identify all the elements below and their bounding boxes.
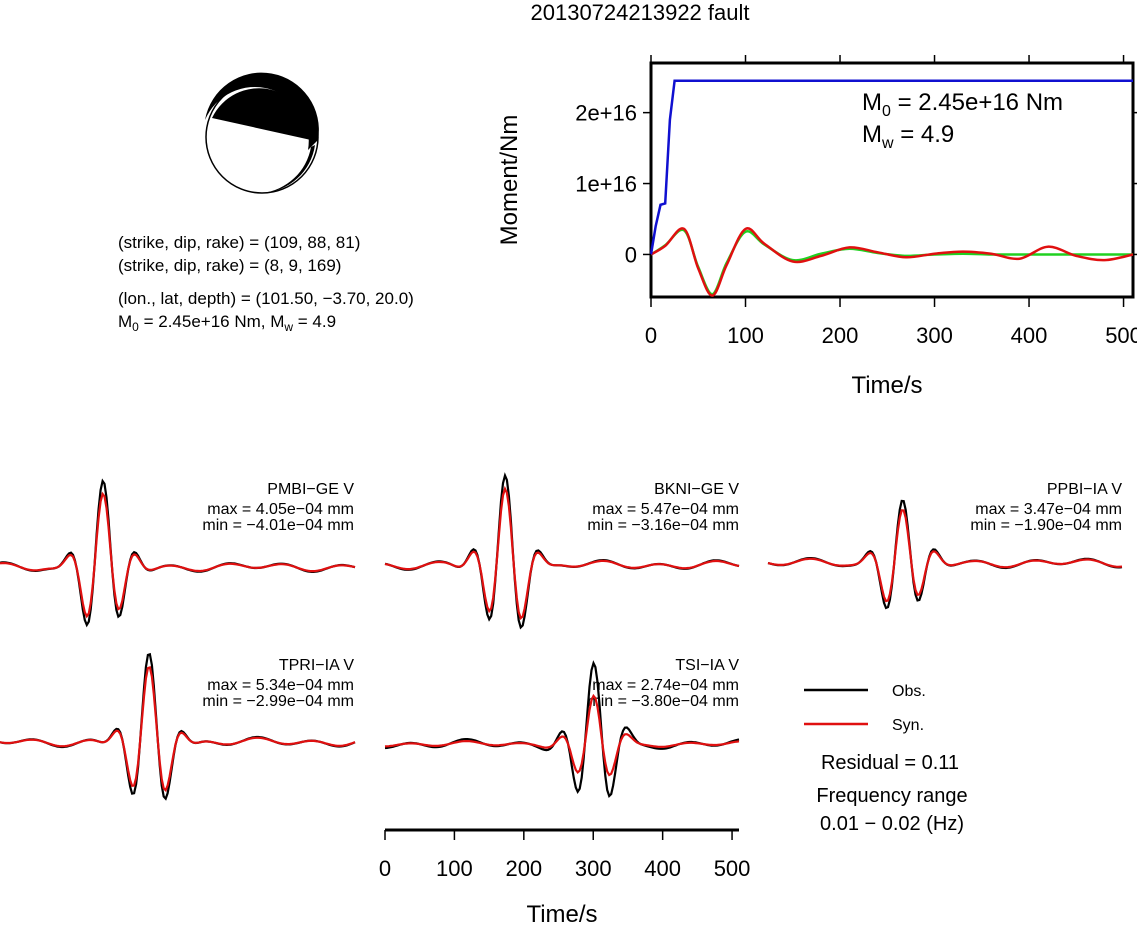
legend-syn-label: Syn. — [892, 717, 924, 734]
station-pmbi: PMBI−GE V max = 4.05e−04 mm min = −4.01e… — [202, 481, 354, 534]
station-name: PMBI−GE V — [267, 481, 354, 498]
station-ppbi: PPBI−IA V max = 3.47e−04 mm min = −1.90e… — [970, 481, 1122, 534]
station-min: min = −1.90e−04 mm — [970, 517, 1122, 534]
waveform-xtick-label: 400 — [644, 856, 681, 881]
synthetic-trace — [0, 665, 356, 793]
station-tsi: TSI−IA V max = 2.74e−04 mm min = −3.80e−… — [587, 657, 739, 710]
station-max: max = 3.47e−04 mm — [975, 501, 1122, 518]
waveform-xlabel: Time/s — [526, 901, 597, 926]
station-max: max = 2.74e−04 mm — [592, 677, 739, 694]
stf-series-line-2 — [650, 228, 1133, 296]
station-min: min = −3.80e−04 mm — [587, 693, 739, 710]
station-min: min = −4.01e−04 mm — [202, 517, 354, 534]
waveform-xtick-label: 200 — [505, 856, 542, 881]
synthetic-trace — [384, 485, 740, 620]
stf-series-line-1 — [650, 227, 1134, 297]
legend-obs-label: Obs. — [892, 683, 926, 700]
mechanism-nodal-plane-2: (strike, dip, rake) = (8, 9, 169) — [118, 256, 341, 275]
moment-rate-plot: 0 1e+16 2e+16 0 100 200 300 400 500 Moment/Nm Ti… — [496, 55, 1137, 399]
stf-xtick-label: 200 — [822, 323, 859, 348]
waveform-xtick-label: 0 — [379, 856, 391, 881]
frequency-title: Frequency range — [816, 785, 967, 807]
station-min: min = −2.99e−04 mm — [202, 693, 354, 710]
station-max: max = 5.34e−04 mm — [207, 677, 354, 694]
waveform-xtick-label: 100 — [436, 856, 473, 881]
observed-trace — [384, 472, 740, 630]
stf-ytick-label: 0 — [625, 242, 637, 267]
stf-xtick-label: 500 — [1105, 323, 1137, 348]
stf-ylabel: Moment/Nm — [496, 115, 523, 246]
mechanism-location: (lon., lat, depth) = (101.50, −3.70, 20.… — [118, 289, 414, 308]
stf-ytick-label: 1e+16 — [575, 172, 637, 197]
station-bkni: BKNI−GE V max = 5.47e−04 mm min = −3.16e… — [587, 481, 739, 534]
stf-ytick-label: 2e+16 — [575, 101, 637, 126]
stf-series-line-0 — [649, 79, 1133, 255]
stf-xtick-label: 400 — [1011, 323, 1048, 348]
waveform-xtick-label: 500 — [714, 856, 751, 881]
station-max: max = 4.05e−04 mm — [207, 501, 354, 518]
synthetic-trace — [384, 693, 740, 777]
stf-xtick-label: 0 — [645, 323, 657, 348]
station-name: BKNI−GE V — [654, 481, 739, 498]
mechanism-nodal-plane-1: (strike, dip, rake) = (109, 88, 81) — [118, 233, 360, 252]
residual-label: Residual = 0.11 — [821, 752, 959, 774]
focal-mechanism-beachball — [205, 72, 319, 194]
frequency-value: 0.01 − 0.02 (Hz) — [820, 813, 964, 835]
station-min: min = −3.16e−04 mm — [587, 517, 739, 534]
stf-xtick-label: 100 — [727, 323, 764, 348]
synthetic-trace — [0, 491, 356, 619]
synthetic-trace — [767, 509, 1123, 603]
stf-m0-annotation: M0 = 2.45e+16 Nm — [862, 89, 1063, 120]
stf-mw-annotation: Mw = 4.9 — [862, 121, 954, 152]
waveform-traces — [0, 472, 1123, 801]
legend: Obs. Syn. Residual = 0.11 Frequency rang… — [804, 683, 968, 835]
stf-plot-frame — [649, 61, 1135, 299]
station-max: max = 5.47e−04 mm — [592, 501, 739, 518]
waveform-xtick-label: 300 — [575, 856, 612, 881]
stf-xtick-label: 300 — [916, 323, 953, 348]
waveform-time-axis: 0 100 200 300 400 500 — [379, 828, 751, 881]
stf-xlabel: Time/s — [851, 372, 922, 399]
mechanism-moment: M0 = 2.45e+16 Nm, Mw = 4.9 — [118, 312, 336, 334]
station-name: PPBI−IA V — [1047, 481, 1122, 498]
station-tpri: TPRI−IA V max = 5.34e−04 mm min = −2.99e… — [202, 657, 354, 710]
station-name: TSI−IA V — [675, 657, 739, 674]
station-name: TPRI−IA V — [279, 657, 354, 674]
page-title: 20130724213922 fault — [531, 0, 750, 25]
observed-trace — [0, 652, 356, 801]
